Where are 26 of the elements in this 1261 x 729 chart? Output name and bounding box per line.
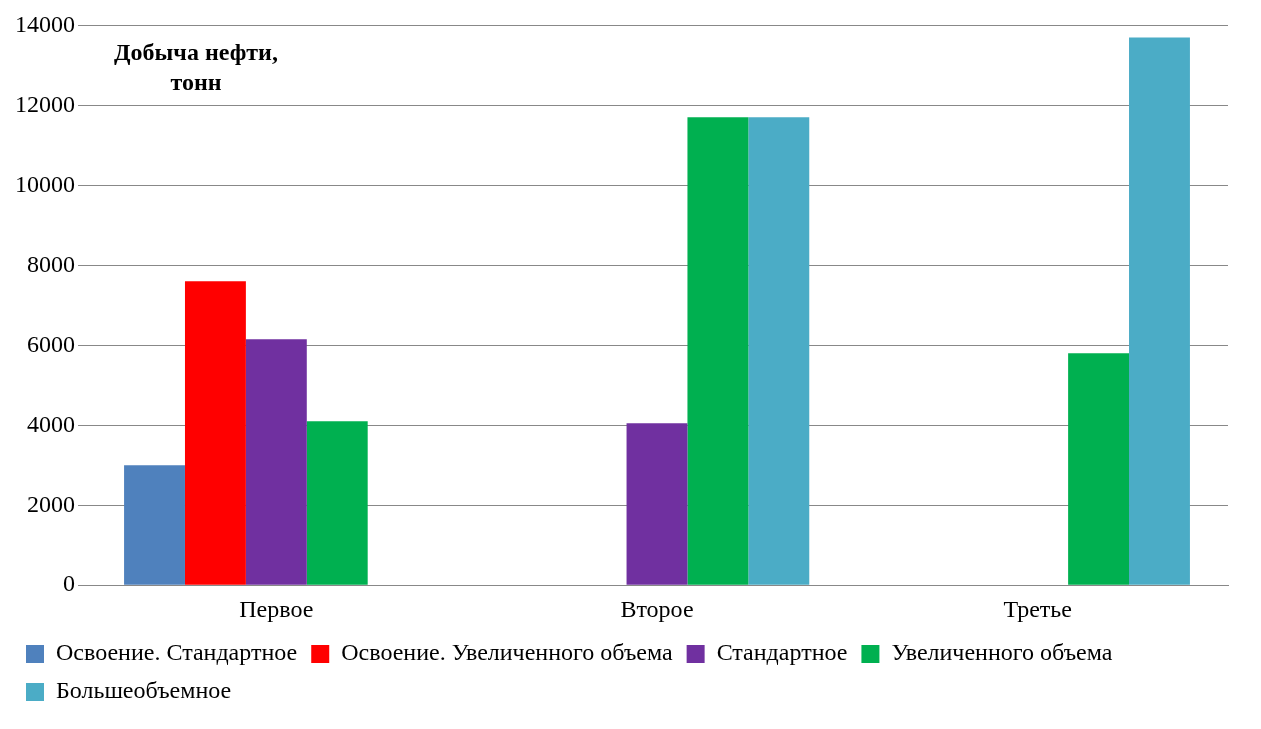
- bar: [687, 117, 749, 585]
- y-tick-label: 0: [63, 570, 75, 597]
- y-tick-label: 2000: [27, 490, 75, 517]
- x-tick-label: Второе: [620, 595, 694, 622]
- bar: [245, 339, 307, 585]
- bar: [748, 117, 810, 585]
- legend-label: Стандартное: [716, 639, 848, 666]
- y-tick-label: 4000: [27, 410, 75, 437]
- y-tick-label: 8000: [27, 250, 75, 277]
- legend-label: Освоение. Стандартное: [56, 639, 298, 666]
- bar: [124, 465, 185, 585]
- bar: [184, 281, 246, 585]
- x-tick-label: Первое: [239, 595, 314, 622]
- legend-label: Большеобъемное: [56, 677, 232, 704]
- y-tick-label: 10000: [15, 170, 75, 197]
- y-tick-label: 6000: [27, 330, 75, 357]
- y-tick-label: 12000: [15, 90, 75, 117]
- bar: [306, 421, 368, 585]
- x-tick-label: Третье: [1003, 595, 1072, 622]
- bar: [1068, 353, 1130, 585]
- legend-label: Увеличенного объема: [891, 639, 1113, 666]
- y-tick-label: 14000: [15, 10, 75, 37]
- bar: [626, 423, 688, 585]
- y-axis-title: Добыча нефти, тонн: [114, 38, 278, 95]
- legend-label: Освоение. Увеличенного объема: [341, 639, 673, 666]
- bar: [1129, 37, 1190, 585]
